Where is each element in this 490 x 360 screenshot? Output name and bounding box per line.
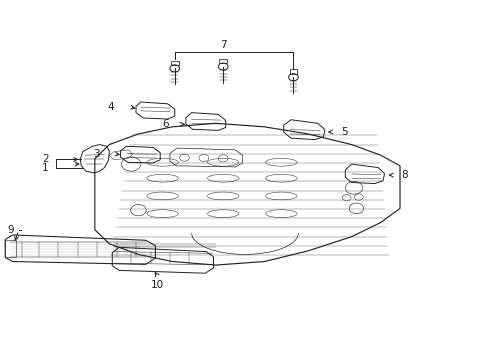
- Text: 1: 1: [42, 163, 49, 172]
- Text: 10: 10: [151, 280, 164, 290]
- Text: 6: 6: [162, 120, 169, 129]
- Text: 3: 3: [93, 149, 99, 159]
- Text: 5: 5: [341, 127, 347, 137]
- Text: 8: 8: [401, 170, 408, 180]
- Text: 7: 7: [220, 40, 226, 50]
- Text: 9: 9: [7, 225, 14, 235]
- Text: 4: 4: [108, 102, 114, 112]
- Text: 2: 2: [42, 154, 49, 165]
